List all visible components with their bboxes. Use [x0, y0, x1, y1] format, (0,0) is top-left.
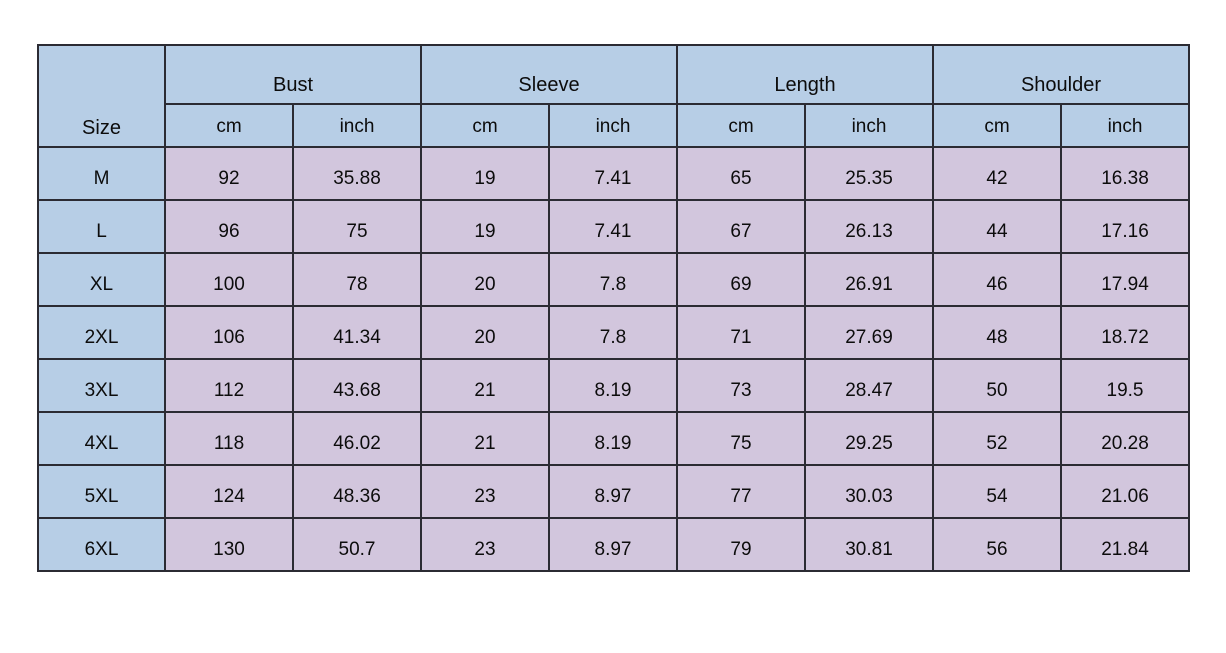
unit-header-bust-cm: cm — [164, 103, 294, 148]
size-row-header: 5XL — [37, 464, 166, 519]
size-row-header: 3XL — [37, 358, 166, 413]
measurement-cell: 46 — [932, 252, 1062, 307]
size-row-header: XL — [37, 252, 166, 307]
corner-header-size: Size — [37, 44, 166, 148]
measurement-cell: 26.13 — [804, 199, 934, 254]
group-header-length: Length — [676, 44, 934, 105]
measurement-cell: 48 — [932, 305, 1062, 360]
measurement-cell: 23 — [420, 517, 550, 572]
measurement-cell: 20 — [420, 305, 550, 360]
measurement-cell: 42 — [932, 146, 1062, 201]
measurement-cell: 48.36 — [292, 464, 422, 519]
measurement-cell: 20.28 — [1060, 411, 1190, 466]
measurement-cell: 96 — [164, 199, 294, 254]
measurement-cell: 69 — [676, 252, 806, 307]
measurement-cell: 19 — [420, 146, 550, 201]
measurement-cell: 7.41 — [548, 199, 678, 254]
measurement-cell: 8.19 — [548, 358, 678, 413]
group-header-sleeve: Sleeve — [420, 44, 678, 105]
measurement-cell: 30.03 — [804, 464, 934, 519]
unit-header-row: cm inch cm inch cm inch cm inch — [38, 103, 1190, 148]
measurement-cell: 8.97 — [548, 517, 678, 572]
measurement-cell: 7.8 — [548, 252, 678, 307]
measurement-cell: 26.91 — [804, 252, 934, 307]
measurement-cell: 19 — [420, 199, 550, 254]
measurement-cell: 50.7 — [292, 517, 422, 572]
measurement-cell: 75 — [676, 411, 806, 466]
size-chart-table: Size Bust Sleeve Length Shoulder cm inch… — [37, 44, 1190, 572]
table-row: 2XL 106 41.34 20 7.8 71 27.69 48 18.72 — [37, 305, 1190, 360]
unit-header-length-cm: cm — [676, 103, 806, 148]
measurement-cell: 130 — [164, 517, 294, 572]
group-header-row: Size Bust Sleeve Length Shoulder — [37, 44, 1190, 148]
unit-header-shoulder-inch: inch — [1060, 103, 1190, 148]
measurement-cell: 65 — [676, 146, 806, 201]
unit-header-bust-inch: inch — [292, 103, 422, 148]
size-chart: Size Bust Sleeve Length Shoulder cm inch… — [37, 44, 1190, 572]
measurement-cell: 28.47 — [804, 358, 934, 413]
measurement-cell: 29.25 — [804, 411, 934, 466]
measurement-cell: 73 — [676, 358, 806, 413]
measurement-cell: 43.68 — [292, 358, 422, 413]
unit-header-shoulder-cm: cm — [932, 103, 1062, 148]
measurement-cell: 52 — [932, 411, 1062, 466]
measurement-cell: 21 — [420, 411, 550, 466]
measurement-cell: 112 — [164, 358, 294, 413]
unit-header-sleeve-inch: inch — [548, 103, 678, 148]
size-row-header: L — [37, 199, 166, 254]
measurement-cell: 54 — [932, 464, 1062, 519]
measurement-cell: 21.84 — [1060, 517, 1190, 572]
table-row: XL 100 78 20 7.8 69 26.91 46 17.94 — [37, 252, 1190, 307]
measurement-cell: 92 — [164, 146, 294, 201]
measurement-cell: 30.81 — [804, 517, 934, 572]
size-row-header: 6XL — [37, 517, 166, 572]
measurement-cell: 7.8 — [548, 305, 678, 360]
measurement-cell: 46.02 — [292, 411, 422, 466]
size-row-header: M — [37, 146, 166, 201]
measurement-cell: 106 — [164, 305, 294, 360]
measurement-cell: 16.38 — [1060, 146, 1190, 201]
measurement-cell: 35.88 — [292, 146, 422, 201]
group-header-bust: Bust — [164, 44, 422, 105]
measurement-cell: 100 — [164, 252, 294, 307]
measurement-cell: 41.34 — [292, 305, 422, 360]
measurement-cell: 50 — [932, 358, 1062, 413]
measurement-cell: 77 — [676, 464, 806, 519]
size-row-header: 4XL — [37, 411, 166, 466]
measurement-cell: 56 — [932, 517, 1062, 572]
measurement-cell: 8.97 — [548, 464, 678, 519]
measurement-cell: 124 — [164, 464, 294, 519]
table-row: 4XL 118 46.02 21 8.19 75 29.25 52 20.28 — [37, 411, 1190, 466]
measurement-cell: 21.06 — [1060, 464, 1190, 519]
table-row: M 92 35.88 19 7.41 65 25.35 42 16.38 — [37, 146, 1190, 201]
table-row: 3XL 112 43.68 21 8.19 73 28.47 50 19.5 — [37, 358, 1190, 413]
table-row: 6XL 130 50.7 23 8.97 79 30.81 56 21.84 — [37, 517, 1190, 572]
table-row: L 96 75 19 7.41 67 26.13 44 17.16 — [37, 199, 1190, 254]
measurement-cell: 7.41 — [548, 146, 678, 201]
measurement-cell: 25.35 — [804, 146, 934, 201]
measurement-cell: 21 — [420, 358, 550, 413]
measurement-cell: 18.72 — [1060, 305, 1190, 360]
size-row-header: 2XL — [37, 305, 166, 360]
measurement-cell: 23 — [420, 464, 550, 519]
measurement-cell: 75 — [292, 199, 422, 254]
measurement-cell: 8.19 — [548, 411, 678, 466]
unit-header-sleeve-cm: cm — [420, 103, 550, 148]
measurement-cell: 17.94 — [1060, 252, 1190, 307]
unit-header-length-inch: inch — [804, 103, 934, 148]
measurement-cell: 79 — [676, 517, 806, 572]
table-row: 5XL 124 48.36 23 8.97 77 30.03 54 21.06 — [37, 464, 1190, 519]
measurement-cell: 17.16 — [1060, 199, 1190, 254]
measurement-cell: 78 — [292, 252, 422, 307]
measurement-cell: 67 — [676, 199, 806, 254]
measurement-cell: 71 — [676, 305, 806, 360]
measurement-cell: 19.5 — [1060, 358, 1190, 413]
measurement-cell: 27.69 — [804, 305, 934, 360]
group-header-shoulder: Shoulder — [932, 44, 1190, 105]
measurement-cell: 20 — [420, 252, 550, 307]
measurement-cell: 44 — [932, 199, 1062, 254]
measurement-cell: 118 — [164, 411, 294, 466]
